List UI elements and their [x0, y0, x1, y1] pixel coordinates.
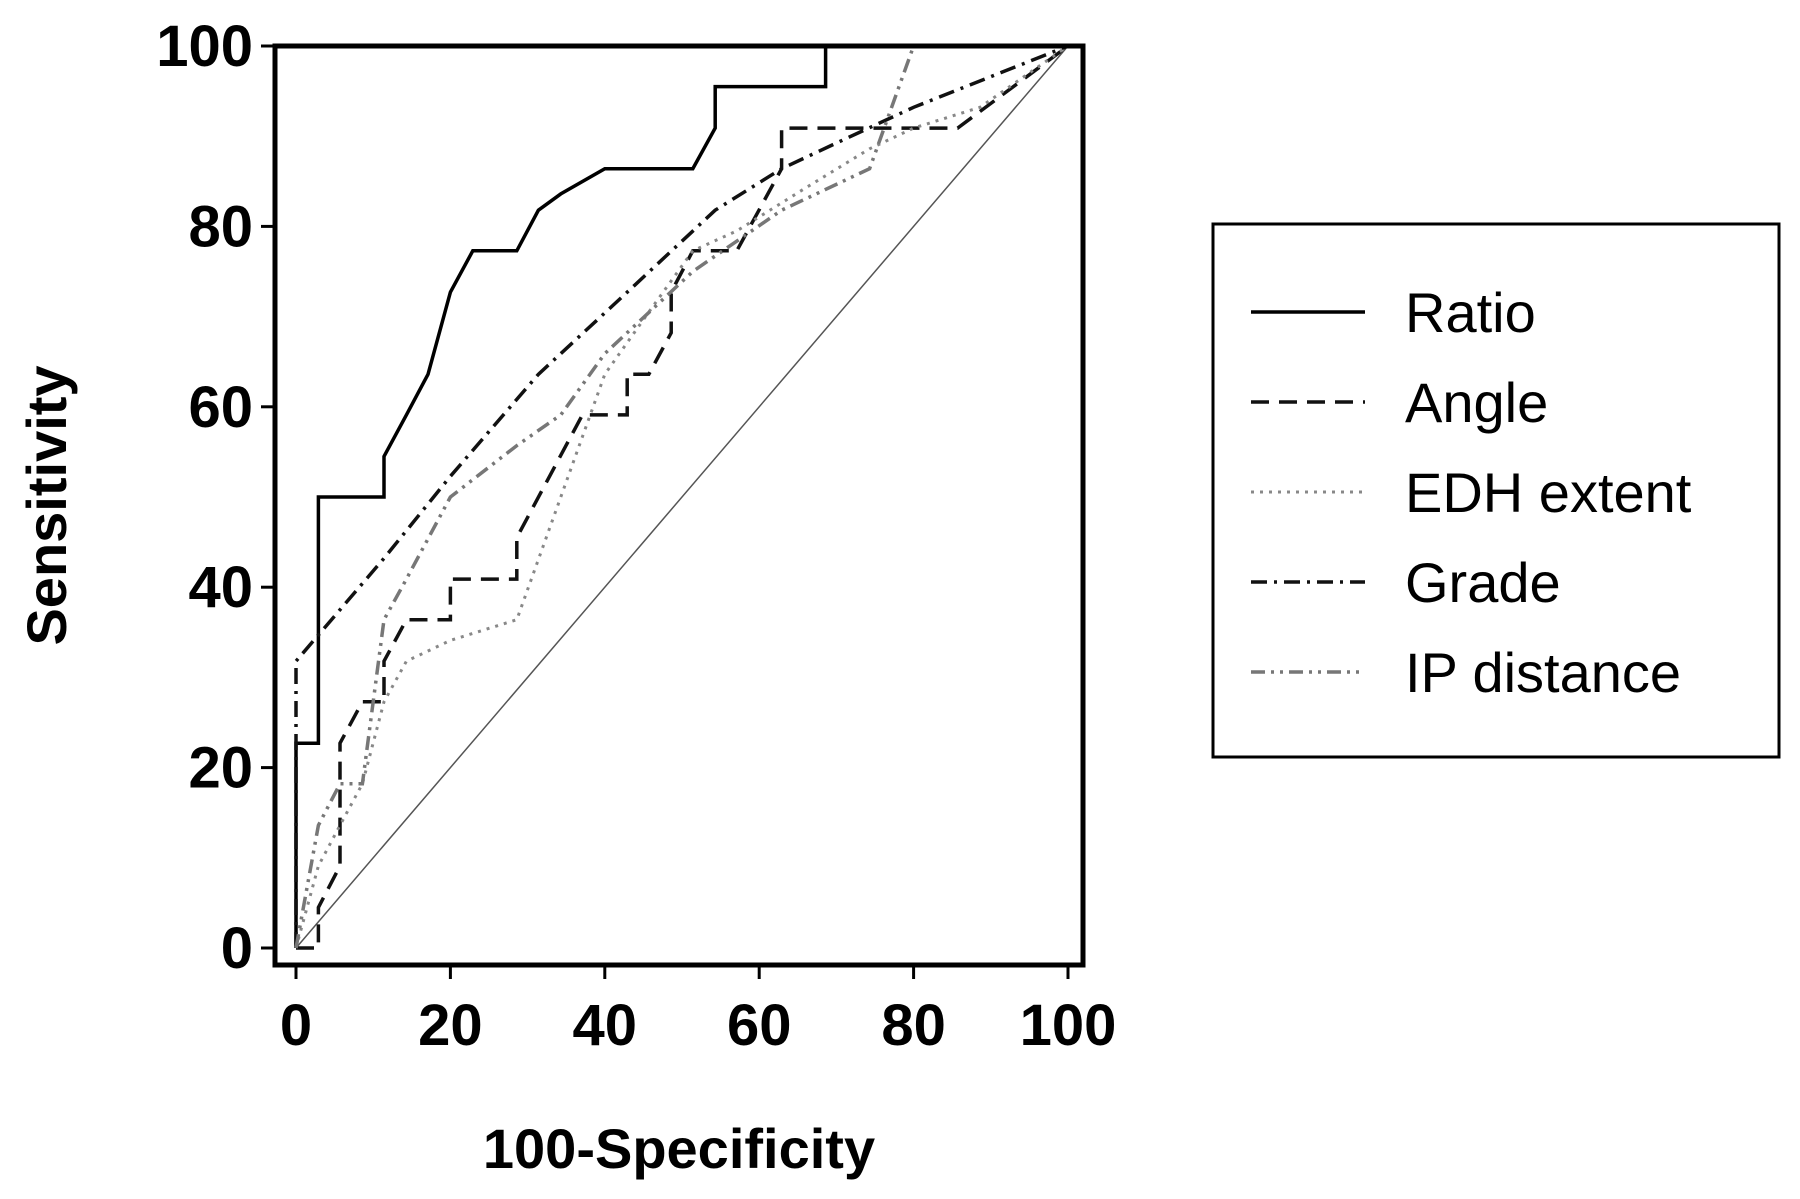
series-line-ratio [294, 44, 1068, 948]
x-tick-label: 100 [1020, 993, 1117, 1058]
y-tick-label: 60 [188, 375, 253, 440]
x-tick-label: 80 [881, 993, 946, 1058]
x-tick-label: 20 [418, 993, 483, 1058]
series-line-edh-extent [294, 44, 1069, 949]
x-tick-label: 0 [280, 993, 312, 1058]
legend: Ratio Angle EDH extent Grade IP distance [1211, 222, 1781, 759]
y-axis-title: Sensitivity [15, 365, 78, 645]
legend-label-ip-distance: IP distance [1405, 641, 1681, 704]
y-tick-label: 0 [221, 916, 253, 981]
y-tick-label: 100 [156, 14, 253, 79]
x-tick-label: 60 [727, 993, 792, 1058]
legend-label-ratio: Ratio [1405, 281, 1536, 344]
series-line-ip-distance [294, 44, 1068, 949]
series-line-grade [294, 44, 1069, 948]
x-axis-title: 100-Specificity [483, 1117, 875, 1180]
y-tick-label: 80 [188, 194, 253, 259]
series-layer [294, 44, 1070, 950]
y-tick-label: 20 [188, 736, 253, 801]
legend-label-grade: Grade [1405, 551, 1561, 614]
plot-frame [272, 43, 1086, 968]
y-tick-label: 40 [188, 555, 253, 620]
reference-diagonal-line [295, 45, 1069, 949]
legend-label-angle: Angle [1405, 371, 1548, 434]
y-axis-ticks: 0 20 40 60 80 100 [156, 14, 275, 981]
x-axis-ticks: 0 20 40 60 80 100 [280, 965, 1117, 1058]
x-tick-label: 40 [573, 993, 638, 1058]
legend-label-edh-extent: EDH extent [1405, 461, 1692, 524]
reference-diagonal-layer [295, 45, 1069, 949]
series-line-angle [296, 44, 1070, 950]
